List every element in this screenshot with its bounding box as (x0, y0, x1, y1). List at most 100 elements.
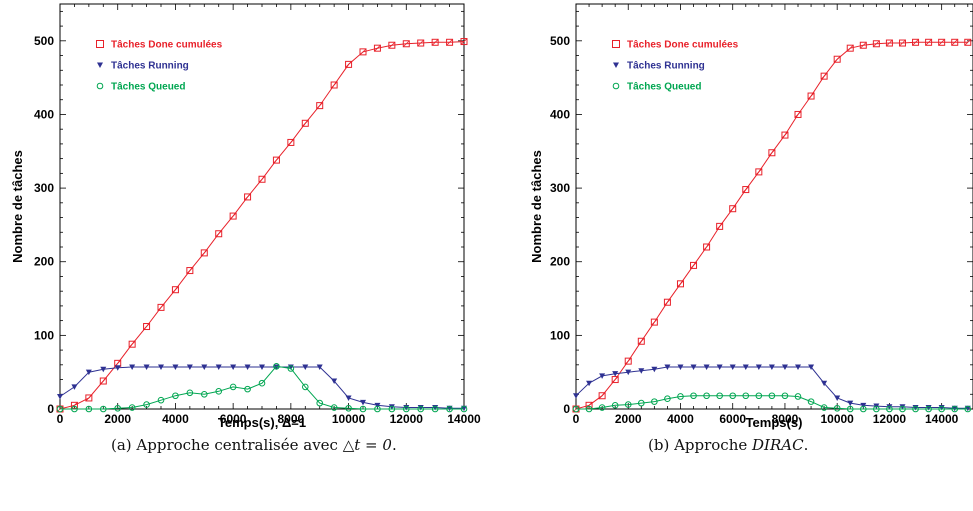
legend-item-done: Tâches Done cumulées (612, 40, 739, 51)
data-point-queued (388, 405, 396, 413)
data-point-done (794, 110, 802, 118)
data-point-done (742, 186, 750, 194)
legend-marker (612, 40, 620, 48)
data-point-queued (114, 404, 122, 412)
data-point-running (114, 365, 121, 371)
data-point-running (795, 364, 802, 371)
data-point-running (899, 404, 906, 410)
x-axis-label: Temps(s) (746, 415, 803, 430)
y-tick-label: 300 (550, 181, 570, 195)
x-tick-label: 2000 (615, 412, 642, 426)
legend-marker (613, 62, 619, 68)
data-point-done (951, 38, 959, 46)
data-point-queued (598, 404, 606, 411)
data-point-running (599, 373, 606, 379)
data-point-done (650, 318, 658, 326)
x-tick-label: 14000 (447, 412, 481, 426)
y-tick-label: 100 (550, 328, 570, 342)
data-point-queued (664, 395, 671, 402)
data-point-done (872, 40, 880, 48)
x-tick-label: 6000 (719, 412, 746, 426)
data-point-running (781, 364, 788, 371)
data-point-done (938, 38, 946, 46)
data-point-done (898, 39, 906, 47)
series-line-queued (576, 395, 968, 410)
caption-b-name: DIRAC (752, 436, 804, 454)
legend-label: Tâches Running (627, 61, 705, 72)
data-point-queued (690, 392, 697, 400)
data-point-queued (330, 404, 338, 411)
y-tick-label: 300 (34, 181, 54, 195)
legend-label: Tâches Queued (111, 82, 185, 93)
data-point-running (316, 364, 323, 371)
data-point-queued (301, 383, 309, 391)
y-tick-label: 500 (34, 34, 54, 48)
data-point-queued (71, 405, 78, 413)
data-point-done (676, 280, 684, 288)
data-point-done (716, 222, 724, 230)
data-point-queued (938, 405, 945, 413)
legend: Tâches Done cumulées Tâches Running Tâches… (96, 40, 223, 93)
x-tick-label: 10000 (332, 412, 366, 426)
data-point-done (388, 41, 396, 49)
y-tick-label: 0 (563, 402, 570, 416)
data-point-running (273, 364, 280, 371)
data-point-queued (846, 405, 854, 413)
data-point-queued (215, 388, 223, 395)
data-point-queued (807, 398, 815, 405)
legend-label: Tâches Running (111, 61, 189, 72)
data-point-running (360, 399, 366, 406)
legend-label: Tâches Done cumulées (627, 40, 739, 51)
legend-label: Tâches Queued (627, 82, 701, 93)
data-point-done (859, 41, 867, 49)
data-point-queued (951, 405, 959, 413)
data-point-done (359, 48, 367, 56)
data-point-done (85, 394, 93, 402)
data-point-queued (258, 379, 266, 387)
data-point-running (244, 364, 251, 371)
data-point-queued (143, 401, 150, 408)
series-line-running (59, 366, 464, 409)
data-point-queued (912, 405, 919, 413)
data-point-running (302, 364, 309, 371)
series-running (57, 364, 467, 412)
legend-item-queued: Tâches Queued (612, 82, 701, 93)
legend-item-queued: Tâches Queued (96, 82, 185, 93)
data-point-running (821, 380, 828, 387)
data-point-running (860, 402, 867, 409)
data-point-done (171, 286, 179, 294)
data-point-done (431, 38, 439, 46)
data-point-queued (460, 405, 468, 413)
data-point-done (186, 267, 194, 275)
data-point-queued (186, 389, 194, 397)
data-point-done (663, 298, 671, 306)
data-point-running (230, 364, 237, 371)
caption-a: (a) Approche centralisée avec △t = 0. (111, 436, 397, 454)
data-point-queued (316, 399, 324, 407)
x-tick-label: 12000 (390, 412, 424, 426)
data-point-queued (128, 404, 136, 411)
data-point-running (172, 364, 179, 371)
legend-marker (96, 82, 104, 90)
legend-item-running: Tâches Running (97, 61, 189, 72)
data-point-running (129, 364, 136, 371)
data-point-running (834, 395, 841, 401)
legend-item-done: Tâches Done cumulées (96, 40, 223, 51)
data-point-running (847, 400, 854, 407)
data-point-done (417, 39, 425, 47)
x-tick-label: 6000 (220, 412, 247, 426)
data-point-running (158, 364, 164, 371)
data-point-done (807, 92, 815, 100)
data-point-running (345, 395, 352, 401)
data-point-done (598, 392, 606, 400)
data-point-done (215, 230, 223, 238)
y-tick-label: 0 (47, 402, 54, 416)
series-queued (56, 362, 468, 413)
data-point-queued (99, 405, 107, 413)
data-point-queued (781, 392, 789, 400)
data-point-done (833, 55, 841, 63)
data-point-done (229, 212, 237, 220)
data-point-queued (820, 404, 828, 411)
data-point-done (258, 175, 266, 183)
data-point-queued (345, 404, 352, 412)
